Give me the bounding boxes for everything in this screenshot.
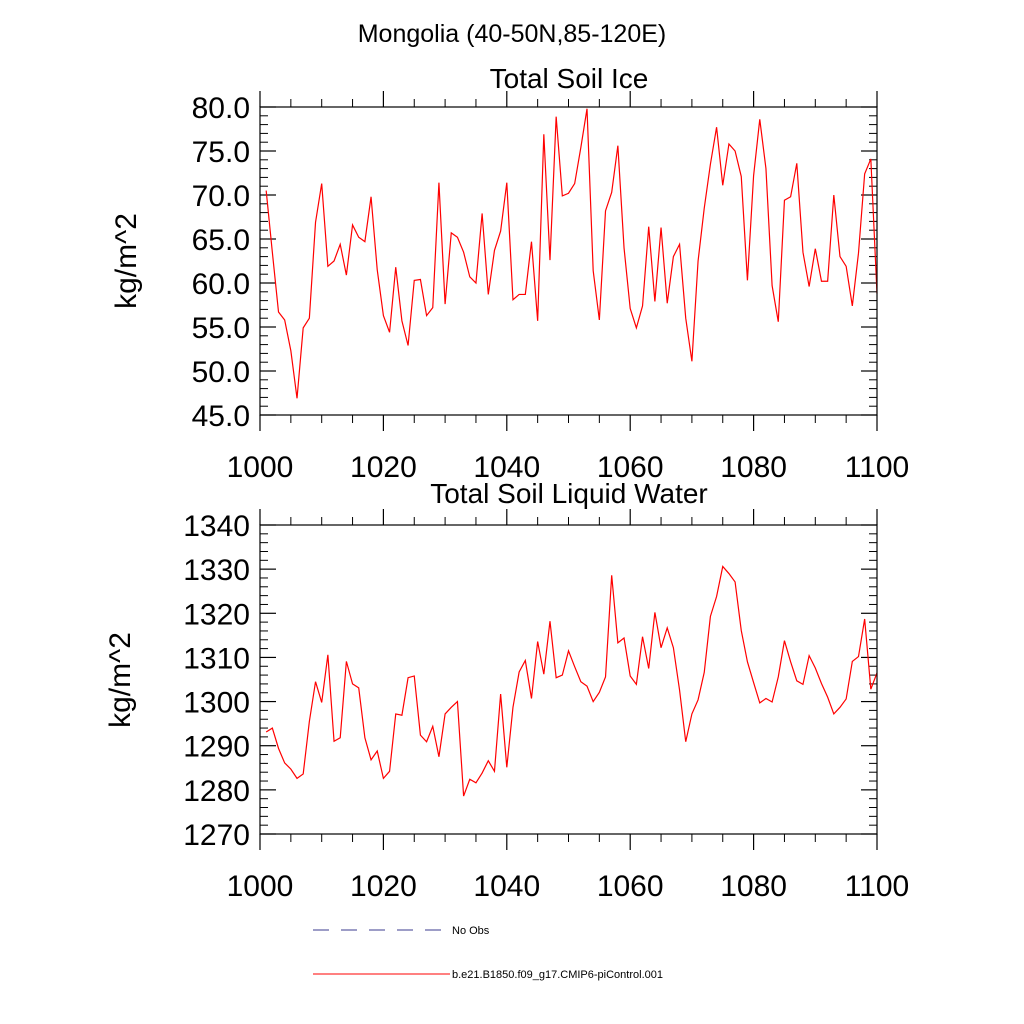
x-tick-label: 1080 xyxy=(720,870,787,903)
x-tick-label: 1080 xyxy=(720,451,787,484)
x-tick-label: 1040 xyxy=(473,451,540,484)
x-tick-label: 1000 xyxy=(227,870,294,903)
axis-ticks xyxy=(259,509,878,850)
y-tick-label: 1330 xyxy=(183,554,250,587)
y-tick-label: 75.0 xyxy=(192,136,250,169)
y-axis-label: kg/m^2 xyxy=(104,632,137,728)
y-tick-label: 1340 xyxy=(183,510,250,543)
y-tick-label: 65.0 xyxy=(192,224,250,257)
legend-label-no-obs: No Obs xyxy=(452,925,490,937)
x-tick-labels: 1000 1020 1040 1060 1080 1100 xyxy=(227,870,910,903)
y-tick-label: 1280 xyxy=(183,775,250,808)
x-tick-label: 1100 xyxy=(845,870,910,903)
y-tick-label: 1320 xyxy=(183,598,250,631)
y-tick-label: 1270 xyxy=(183,819,250,852)
y-tick-label: 50.0 xyxy=(192,356,250,389)
y-axis-label: kg/m^2 xyxy=(110,213,143,309)
series-line xyxy=(265,565,878,797)
y-tick-label: 70.0 xyxy=(192,180,250,213)
series-line xyxy=(265,108,878,399)
y-tick-label: 60.0 xyxy=(192,268,250,301)
plot-frame xyxy=(259,524,878,835)
x-tick-label: 1040 xyxy=(473,870,540,903)
x-tick-labels: 1000 1020 1040 1060 1080 1100 xyxy=(227,451,910,484)
x-tick-label: 1020 xyxy=(350,451,417,484)
x-tick-label: 1060 xyxy=(597,451,664,484)
chart-panel-soil-ice: Total Soil Ice kg/m^2 1000 1020 1040 1060 10… xyxy=(110,63,909,484)
y-tick-label: 80.0 xyxy=(192,92,250,125)
plot-frame xyxy=(259,106,878,416)
chart-title: Total Soil Liquid Water xyxy=(430,478,708,509)
y-tick-labels: 1270 1280 1290 1300 1310 1320 1330 1340 xyxy=(183,510,250,852)
chart-panel-soil-liquid-water: Total Soil Liquid Water kg/m^2 1000 1020 1… xyxy=(104,478,909,903)
legend: No Obs b.e21.B1850.f09_g17.CMIP6-piContr… xyxy=(313,925,663,981)
x-tick-label: 1060 xyxy=(597,870,664,903)
y-tick-label: 55.0 xyxy=(192,312,250,345)
legend-label-picontrol: b.e21.B1850.f09_g17.CMIP6-piControl.001 xyxy=(452,969,663,981)
x-tick-label: 1000 xyxy=(227,451,294,484)
axis-ticks xyxy=(259,91,878,431)
y-tick-label: 1300 xyxy=(183,687,250,720)
y-tick-label: 1290 xyxy=(183,731,250,764)
y-tick-labels: 45.0 50.0 55.0 60.0 65.0 70.0 75.0 80.0 xyxy=(192,92,250,433)
y-tick-label: 1310 xyxy=(183,642,250,675)
y-tick-label: 45.0 xyxy=(192,400,250,433)
page-title: Mongolia (40-50N,85-120E) xyxy=(358,20,667,48)
series-points xyxy=(266,108,878,399)
x-tick-label: 1100 xyxy=(845,451,910,484)
x-tick-label: 1020 xyxy=(350,870,417,903)
series-points xyxy=(266,566,878,797)
chart-title: Total Soil Ice xyxy=(490,63,649,94)
